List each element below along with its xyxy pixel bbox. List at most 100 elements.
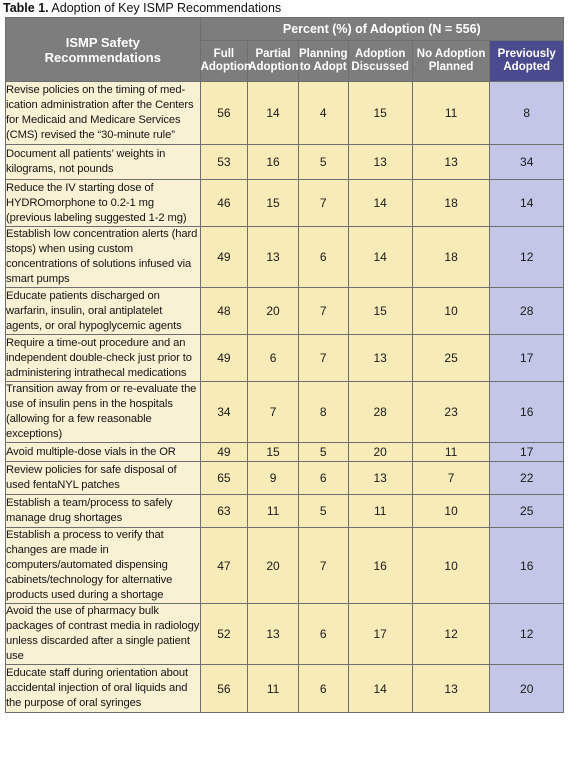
value-cell: 20 (347, 442, 413, 462)
value-cell: 5 (297, 442, 349, 462)
value-cell: 10 (411, 287, 491, 335)
recommendation-cell: Educate staff during orientation about a… (5, 664, 201, 713)
value-cell: 56 (199, 81, 249, 145)
value-cell: 7 (247, 381, 299, 443)
value-cell: 22 (489, 461, 564, 495)
value-cell: 63 (199, 494, 249, 528)
value-cell: 6 (297, 664, 349, 713)
table-row: Review policies for safe disposal of use… (5, 461, 564, 495)
table-row: Establish a team/process to safely manag… (5, 494, 564, 528)
value-cell: 14 (347, 179, 413, 227)
table-row: Document all patients’ weights in kilogr… (5, 144, 564, 180)
adoption-discussed-header: Adoption Discussed (347, 40, 413, 82)
value-cell: 7 (297, 179, 349, 227)
recommendation-cell: Avoid multiple-dose vials in the OR (5, 442, 201, 462)
recommendation-cell: Establish a process to verify that chang… (5, 527, 201, 604)
partial-adoption-header: Partial Adoption (247, 40, 299, 82)
value-cell: 6 (297, 226, 349, 288)
value-cell: 25 (489, 494, 564, 528)
value-cell: 8 (297, 381, 349, 443)
table-row: Educate patients discharged on warfarin,… (5, 287, 564, 335)
recommendation-cell: Reduce the IV starting dose of HYDROmorp… (5, 179, 201, 227)
value-cell: 15 (347, 287, 413, 335)
recommendation-cell: Review policies for safe disposal of use… (5, 461, 201, 495)
value-cell: 5 (297, 494, 349, 528)
value-cell: 28 (489, 287, 564, 335)
table-row: Establish low concentration alerts (hard… (5, 226, 564, 288)
caption-text: Adoption of Key ISMP Recommendations (51, 1, 282, 15)
table-row: Avoid the use of pharmacy bulk packages … (5, 603, 564, 665)
value-cell: 23 (411, 381, 491, 443)
value-cell: 14 (247, 81, 299, 145)
value-cell: 48 (199, 287, 249, 335)
value-cell: 7 (297, 527, 349, 604)
caption-label: Table 1. (3, 1, 49, 15)
value-cell: 20 (247, 527, 299, 604)
value-cell: 47 (199, 527, 249, 604)
recommendation-cell: Document all patients’ weights in kilogr… (5, 144, 201, 180)
value-cell: 11 (411, 81, 491, 145)
value-cell: 20 (489, 664, 564, 713)
recommendation-cell: Transition away from or re-evaluate the … (5, 381, 201, 443)
value-cell: 16 (489, 527, 564, 604)
value-cell: 12 (411, 603, 491, 665)
value-cell: 14 (347, 226, 413, 288)
value-cell: 7 (297, 287, 349, 335)
value-cell: 18 (411, 226, 491, 288)
table-row: Revise policies on the timing of med-ica… (5, 81, 564, 145)
value-cell: 11 (411, 442, 491, 462)
value-cell: 12 (489, 603, 564, 665)
table-row: Reduce the IV starting dose of HYDROmorp… (5, 179, 564, 227)
value-cell: 65 (199, 461, 249, 495)
value-cell: 13 (411, 664, 491, 713)
value-cell: 11 (247, 494, 299, 528)
value-cell: 49 (199, 442, 249, 462)
table-row: Educate staff during orientation about a… (5, 664, 564, 713)
value-cell: 7 (297, 334, 349, 382)
value-cell: 20 (247, 287, 299, 335)
value-cell: 16 (489, 381, 564, 443)
value-cell: 52 (199, 603, 249, 665)
value-cell: 13 (347, 461, 413, 495)
value-cell: 34 (199, 381, 249, 443)
value-cell: 16 (347, 527, 413, 604)
value-cell: 49 (199, 334, 249, 382)
full-adoption-header: Full Adoption (199, 40, 251, 82)
value-cell: 13 (347, 334, 413, 382)
value-cell: 10 (411, 494, 491, 528)
value-cell: 15 (347, 81, 413, 145)
recommendation-cell: Avoid the use of pharmacy bulk packages … (5, 603, 201, 665)
value-cell: 56 (199, 664, 249, 713)
table-row: Require a time-out procedure and an inde… (5, 334, 564, 382)
value-cell: 53 (199, 144, 249, 180)
adoption-table: ISMP Safety Recommendations Percent (%) … (5, 17, 565, 713)
recommendation-cell: Require a time-out procedure and an inde… (5, 334, 201, 382)
value-cell: 14 (347, 664, 413, 713)
value-cell: 10 (411, 527, 491, 604)
value-cell: 4 (297, 81, 349, 145)
value-cell: 16 (247, 144, 299, 180)
value-cell: 17 (489, 334, 564, 382)
no-adoption-planned-header: No Adoption Planned (411, 40, 491, 82)
value-cell: 6 (297, 603, 349, 665)
recommendation-cell: Revise policies on the timing of med-ica… (5, 81, 201, 145)
recommendations-header: ISMP Safety Recommendations (5, 17, 201, 82)
value-cell: 17 (347, 603, 413, 665)
percent-adoption-header: Percent (%) of Adoption (N = 556) (199, 17, 565, 41)
table-row: Transition away from or re-evaluate the … (5, 381, 564, 443)
recommendation-cell: Establish a team/process to safely manag… (5, 494, 201, 528)
value-cell: 13 (347, 144, 413, 180)
value-cell: 18 (411, 179, 491, 227)
value-cell: 17 (489, 442, 564, 462)
value-cell: 7 (411, 461, 491, 495)
value-cell: 25 (411, 334, 491, 382)
value-cell: 11 (247, 664, 299, 713)
planning-to-adopt-header: Planning to Adopt (297, 40, 349, 82)
value-cell: 6 (297, 461, 349, 495)
value-cell: 6 (247, 334, 299, 382)
value-cell: 11 (347, 494, 413, 528)
previously-adopted-header: Previously Adopted (489, 40, 564, 82)
value-cell: 46 (199, 179, 249, 227)
value-cell: 34 (489, 144, 564, 180)
value-cell: 13 (247, 603, 299, 665)
